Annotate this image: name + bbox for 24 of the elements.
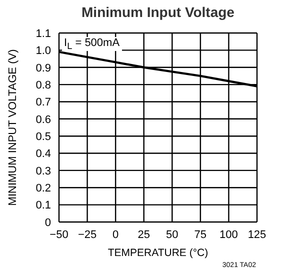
x-tick-label: 50: [166, 228, 178, 241]
y-tick-label: 0.4: [36, 148, 51, 160]
x-tick-label: 25: [138, 228, 150, 241]
x-tick-label: 0: [112, 228, 119, 241]
y-tick-label: 0.9: [36, 62, 51, 74]
x-tick-label: 125: [248, 228, 266, 241]
y-tick-label: 0.5: [36, 130, 51, 143]
y-tick-label: 0.8: [36, 79, 51, 92]
y-tick-label: 0: [44, 216, 51, 229]
x-tick-label: 100: [220, 228, 238, 241]
x-tick-label: −25: [78, 228, 97, 241]
y-tick-label: 1.0: [36, 45, 51, 58]
y-tick-label: 0.2: [36, 182, 51, 195]
y-tick-label: 0.1: [36, 200, 51, 212]
y-tick-label: 0.7: [36, 96, 51, 109]
y-axis-title: MINIMUM INPUT VOLTAGE (V): [6, 49, 19, 206]
x-tick-label: 75: [194, 228, 207, 241]
y-tick-label: 1.1: [36, 28, 51, 40]
chart-title: Minimum Input Voltage: [80, 4, 236, 20]
x-tick-label: −50: [50, 228, 68, 241]
x-axis-title: TEMPERATURE (°C): [108, 247, 208, 259]
annotation: I$_{L}$ = 500mA: [62, 37, 122, 52]
y-tick-label: 0.6: [36, 114, 51, 126]
y-tick-label: 0.3: [36, 165, 51, 178]
